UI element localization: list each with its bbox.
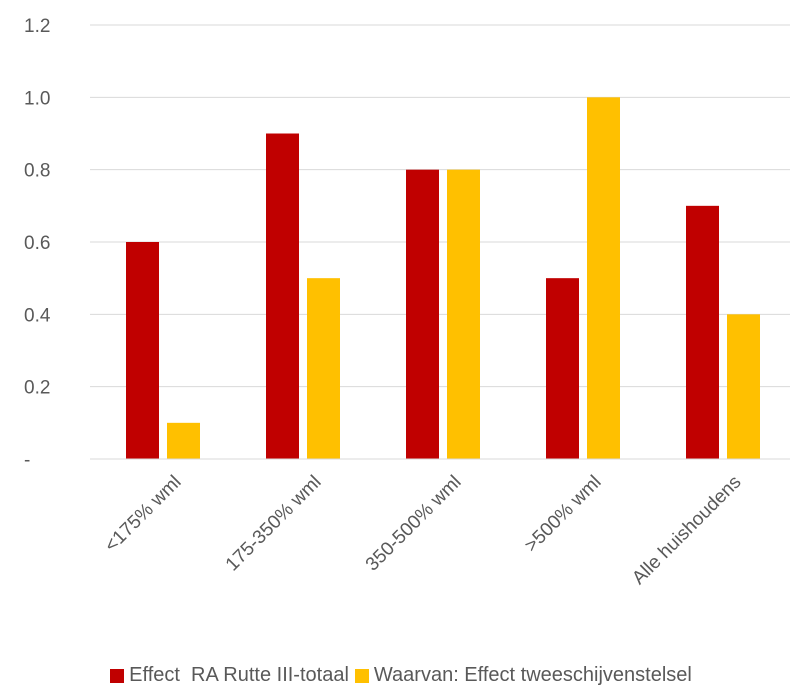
legend-item-series-1: Effect RA Rutte III-totaal xyxy=(110,664,349,687)
bars xyxy=(126,97,760,459)
y-tick-label: 0.6 xyxy=(24,233,50,254)
bar-series-1-1 xyxy=(126,242,159,459)
bar-series-2-4 xyxy=(587,97,620,459)
bar-series-2-2 xyxy=(307,278,340,459)
y-tick-label: 0.8 xyxy=(24,161,50,182)
legend-label-series-2: Waarvan: Effect tweeschijvenstelsel xyxy=(373,664,692,686)
bar-series-1-3 xyxy=(406,169,439,459)
x-axis-ticks: <175% wml 175-350% wml 350-500% wml >500% w… xyxy=(101,472,746,589)
x-tick-label: Alle huishoudens xyxy=(628,472,745,589)
y-tick-label: 1.0 xyxy=(24,88,50,109)
y-tick-label: 0.2 xyxy=(24,378,50,399)
legend: Effect RA Rutte III-totaal Waarvan: Effe… xyxy=(0,664,802,687)
x-tick-label: 175-350% wml xyxy=(222,472,326,576)
y-tick-label: 0.4 xyxy=(24,305,51,326)
bar-series-1-5 xyxy=(686,205,719,459)
x-tick-label: 350-500% wml xyxy=(362,472,466,576)
bar-series-2-1 xyxy=(167,422,200,459)
bar-series-1-4 xyxy=(546,278,579,459)
bar-series-2-3 xyxy=(447,169,480,459)
bar-chart: - 0.2 0.4 0.6 0.8 1.0 1.2 <175% wml 175-350% wm… xyxy=(24,16,790,589)
gridlines xyxy=(90,24,790,388)
x-tick-label: <175% wml xyxy=(101,472,186,557)
legend-label-series-1: Effect RA Rutte III-totaal xyxy=(129,664,349,686)
legend-swatch-series-1 xyxy=(110,668,125,683)
y-tick-label: - xyxy=(24,450,30,471)
bar-series-1-2 xyxy=(266,133,299,459)
x-tick-label: >500% wml xyxy=(521,472,606,557)
bar-series-2-5 xyxy=(727,314,760,459)
legend-swatch-series-2 xyxy=(354,668,369,683)
y-axis-ticks: - 0.2 0.4 0.6 0.8 1.0 1.2 xyxy=(24,16,51,471)
legend-item-series-2: Waarvan: Effect tweeschijvenstelsel xyxy=(354,664,692,687)
y-tick-label: 1.2 xyxy=(24,16,50,37)
